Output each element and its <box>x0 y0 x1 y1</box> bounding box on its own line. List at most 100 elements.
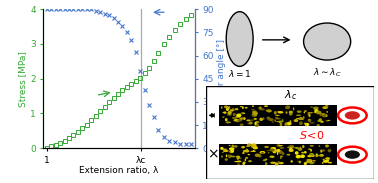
Ellipse shape <box>259 154 261 156</box>
Ellipse shape <box>313 160 316 162</box>
Ellipse shape <box>237 119 242 122</box>
Ellipse shape <box>233 113 236 116</box>
Ellipse shape <box>285 122 288 124</box>
Ellipse shape <box>327 111 328 113</box>
Ellipse shape <box>284 123 287 126</box>
Ellipse shape <box>274 111 277 115</box>
Ellipse shape <box>322 159 325 161</box>
Ellipse shape <box>259 118 263 121</box>
Ellipse shape <box>318 119 321 122</box>
Ellipse shape <box>231 150 234 153</box>
Ellipse shape <box>252 113 257 117</box>
Ellipse shape <box>232 108 234 109</box>
Ellipse shape <box>314 109 319 113</box>
Ellipse shape <box>237 119 239 123</box>
Ellipse shape <box>276 121 280 122</box>
Ellipse shape <box>328 162 332 163</box>
Ellipse shape <box>272 149 278 152</box>
Ellipse shape <box>223 112 226 113</box>
Ellipse shape <box>307 159 311 161</box>
Ellipse shape <box>300 154 305 158</box>
Ellipse shape <box>307 112 313 113</box>
Ellipse shape <box>275 115 280 116</box>
Ellipse shape <box>242 152 245 154</box>
Ellipse shape <box>302 145 305 148</box>
Ellipse shape <box>320 121 324 123</box>
Ellipse shape <box>234 119 239 122</box>
Text: $S\!<\!0$: $S\!<\!0$ <box>299 130 325 141</box>
Ellipse shape <box>258 107 262 109</box>
Ellipse shape <box>245 107 248 109</box>
Ellipse shape <box>310 159 311 162</box>
Ellipse shape <box>297 161 302 162</box>
Ellipse shape <box>270 147 276 150</box>
Ellipse shape <box>245 157 248 159</box>
Ellipse shape <box>268 118 274 121</box>
Ellipse shape <box>221 106 223 109</box>
Ellipse shape <box>310 107 314 108</box>
Ellipse shape <box>246 119 251 121</box>
Ellipse shape <box>310 162 315 163</box>
Ellipse shape <box>327 160 329 161</box>
Ellipse shape <box>289 111 293 114</box>
Bar <box>220 105 337 126</box>
Ellipse shape <box>276 118 281 119</box>
Ellipse shape <box>254 118 257 120</box>
Ellipse shape <box>318 155 322 156</box>
Ellipse shape <box>321 113 327 117</box>
Ellipse shape <box>251 146 255 148</box>
Ellipse shape <box>310 153 313 155</box>
Ellipse shape <box>222 116 225 118</box>
Ellipse shape <box>252 105 254 107</box>
Ellipse shape <box>220 147 223 150</box>
Ellipse shape <box>235 108 239 110</box>
Ellipse shape <box>248 160 252 162</box>
Text: $\times$: $\times$ <box>206 148 218 162</box>
Ellipse shape <box>308 114 311 117</box>
Ellipse shape <box>325 145 329 147</box>
Ellipse shape <box>256 121 257 124</box>
Ellipse shape <box>260 151 265 154</box>
Ellipse shape <box>254 122 257 125</box>
Ellipse shape <box>223 150 229 152</box>
Ellipse shape <box>227 114 232 116</box>
Ellipse shape <box>267 109 272 113</box>
Ellipse shape <box>243 161 246 164</box>
Y-axis label: Stress [MPa]: Stress [MPa] <box>18 51 27 107</box>
Ellipse shape <box>313 107 319 110</box>
Ellipse shape <box>309 163 314 164</box>
Ellipse shape <box>279 162 284 164</box>
Ellipse shape <box>230 156 236 157</box>
Ellipse shape <box>274 162 279 166</box>
Ellipse shape <box>242 117 244 119</box>
Ellipse shape <box>308 119 311 122</box>
Ellipse shape <box>267 150 270 151</box>
Ellipse shape <box>308 148 311 150</box>
Ellipse shape <box>266 109 270 112</box>
Ellipse shape <box>246 146 249 147</box>
Ellipse shape <box>234 145 238 148</box>
Ellipse shape <box>296 155 301 158</box>
Ellipse shape <box>320 149 325 152</box>
Ellipse shape <box>325 105 328 107</box>
Ellipse shape <box>304 162 307 165</box>
Ellipse shape <box>294 119 298 122</box>
Ellipse shape <box>301 152 304 154</box>
Ellipse shape <box>226 154 227 157</box>
Ellipse shape <box>286 106 290 107</box>
Ellipse shape <box>299 118 304 120</box>
Ellipse shape <box>310 149 312 152</box>
Ellipse shape <box>241 112 245 114</box>
Ellipse shape <box>305 161 310 163</box>
Ellipse shape <box>320 150 322 153</box>
Ellipse shape <box>236 113 242 117</box>
Ellipse shape <box>229 147 235 150</box>
Ellipse shape <box>243 117 246 120</box>
Ellipse shape <box>226 12 253 66</box>
Ellipse shape <box>274 119 276 122</box>
Ellipse shape <box>228 156 231 158</box>
Ellipse shape <box>260 152 264 154</box>
Ellipse shape <box>232 117 237 119</box>
Ellipse shape <box>316 124 320 126</box>
Ellipse shape <box>280 123 282 126</box>
